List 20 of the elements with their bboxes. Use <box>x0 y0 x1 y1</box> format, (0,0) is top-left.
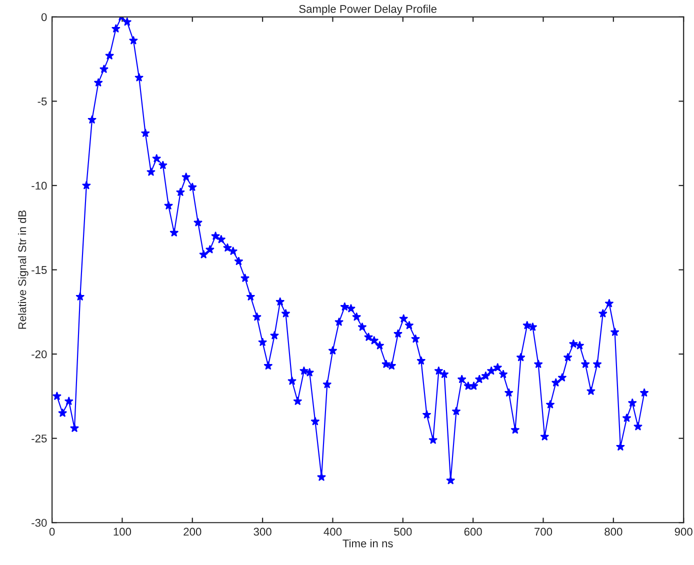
x-tick-label: 500 <box>394 528 412 536</box>
x-axis-title: Time in ns <box>342 539 393 548</box>
x-tick-label: 600 <box>464 528 482 536</box>
y-tick-label: -5 <box>38 98 47 106</box>
chart-title: Sample Power Delay Profile <box>299 4 436 16</box>
x-tick-label: 900 <box>674 528 692 536</box>
y-tick-label: -10 <box>32 182 47 190</box>
x-tick-label: 800 <box>604 528 622 536</box>
y-tick-label: -15 <box>32 266 47 274</box>
x-tick-label: 0 <box>49 528 55 536</box>
x-tick-label: 400 <box>324 528 342 536</box>
y-axis-title: Relative Signal Str in dB <box>18 210 28 329</box>
y-tick-label: -25 <box>32 434 47 442</box>
x-tick-label: 100 <box>114 528 132 536</box>
x-tick-label: 200 <box>184 528 202 536</box>
y-tick-label: -20 <box>32 350 47 358</box>
y-tick-label: -30 <box>32 518 47 527</box>
y-tick-label: 0 <box>41 13 47 22</box>
x-tick-label: 300 <box>254 528 272 536</box>
x-tick-label: 700 <box>534 528 552 536</box>
